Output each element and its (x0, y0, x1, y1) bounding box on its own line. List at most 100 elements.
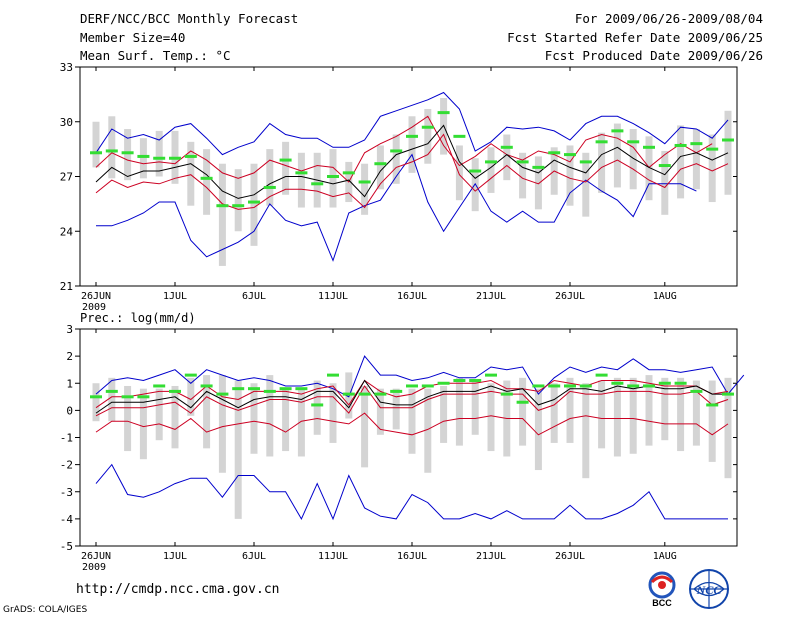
marker-point (690, 142, 703, 146)
spread-bar (708, 380, 716, 462)
series-min-line (95, 463, 728, 521)
series-mean-line (95, 124, 729, 199)
marker-point (611, 129, 624, 133)
marker-point (248, 200, 260, 204)
spread-bar (187, 141, 195, 206)
plot-frame (79, 66, 738, 287)
marker-point (295, 387, 308, 391)
marker-point (722, 392, 734, 396)
temperature-chart: 21 24 27 30 33 26JUN 1JUL 6JUL 11JUL 16JUL 21JUL 26… (60, 61, 738, 313)
x-tick-label: 21JUL (476, 291, 506, 302)
marker-point (279, 387, 292, 391)
marker-point (627, 384, 640, 388)
spread-bar (724, 377, 732, 479)
spread-bar (282, 388, 290, 452)
marker-point (706, 403, 719, 407)
y-tick-label: 3 (66, 323, 73, 336)
spread-bar (376, 145, 384, 190)
spread-bar (519, 152, 527, 199)
spread-bar (329, 149, 337, 208)
bcc-logo: BCC (648, 571, 676, 608)
marker-point (279, 158, 292, 162)
spread-bar (203, 149, 211, 215)
spread-bar (724, 110, 732, 195)
spread-bar (708, 134, 716, 203)
spread-bar (598, 132, 606, 193)
spread-bar (218, 375, 226, 473)
marker-point (327, 175, 339, 178)
spread-bar (408, 388, 416, 454)
marker-point (485, 160, 497, 164)
variable-label: Mean Surf. Temp.: °C (80, 48, 231, 63)
spread-bar (629, 129, 637, 190)
marker-point (437, 111, 450, 115)
spread-bar (92, 121, 100, 168)
year-label: 2009 (82, 562, 106, 573)
spread-bar (424, 108, 432, 164)
marker-point (90, 395, 102, 399)
x-tick-label: 21JUL (476, 551, 506, 562)
series-p90-line (95, 379, 729, 409)
series-p10-line (95, 133, 729, 210)
marker-point (200, 384, 213, 388)
spread-bar (266, 149, 274, 206)
marker-point (406, 384, 418, 388)
marker-point (216, 392, 229, 396)
marker-point (595, 373, 608, 377)
member-size: Member Size=40 (80, 30, 186, 45)
spread-bar (550, 383, 558, 443)
marker-point (184, 154, 197, 158)
spread-bar (534, 388, 542, 471)
spread-bar (329, 383, 337, 443)
x-tick-label: 26JUN (81, 291, 111, 302)
year-label: 2009 (82, 302, 106, 313)
spread-bar (108, 377, 116, 422)
marker-point (421, 125, 434, 129)
spread-bar (313, 380, 321, 435)
y-tick-label: 21 (60, 280, 73, 293)
footer-url[interactable]: http://cmdp.ncc.cma.gov.cn (76, 582, 280, 597)
spread-bar (645, 136, 653, 201)
y-tick-label: 24 (60, 225, 74, 238)
marker-point (564, 384, 576, 388)
spread-bar (677, 377, 685, 452)
marker-point (579, 384, 592, 388)
spread-bar (392, 388, 400, 430)
marker-point (390, 389, 403, 393)
spread-bar (645, 375, 653, 446)
marker-point (453, 379, 466, 383)
marker-point (658, 381, 671, 385)
x-tick-label: 16JUL (397, 551, 427, 562)
marker-point (216, 204, 229, 208)
marker-point (516, 160, 529, 164)
marker-point (200, 176, 213, 180)
spread-bar (124, 129, 132, 181)
series-max-line (96, 153, 697, 262)
marker-point (548, 151, 561, 155)
marker-point (643, 145, 655, 149)
marker-point (169, 389, 181, 393)
marker-point (722, 138, 734, 142)
marker-point (643, 384, 655, 388)
spread-bar (282, 141, 290, 195)
spread-bar (440, 385, 448, 443)
spread-bar (519, 377, 527, 446)
spread-bar (171, 385, 179, 449)
spread-bar (92, 383, 100, 422)
ncc-logo: NCC (689, 569, 729, 609)
marker-point (564, 153, 576, 157)
x-tick-label: 26JUN (81, 551, 111, 562)
marker-point (358, 180, 371, 184)
spread-bar (582, 383, 590, 479)
marker-point (153, 384, 166, 388)
bcc-logo-text: BCC (652, 598, 672, 608)
y-tick-label: 0 (66, 404, 73, 417)
y-tick-label: 2 (66, 350, 73, 363)
spread-bar (677, 125, 685, 199)
x-tick-label: 6JUL (242, 291, 266, 302)
spread-bar (487, 147, 495, 193)
y-tick-label: -4 (60, 513, 74, 526)
spread-bar (471, 380, 479, 435)
spread-bar (629, 377, 637, 454)
